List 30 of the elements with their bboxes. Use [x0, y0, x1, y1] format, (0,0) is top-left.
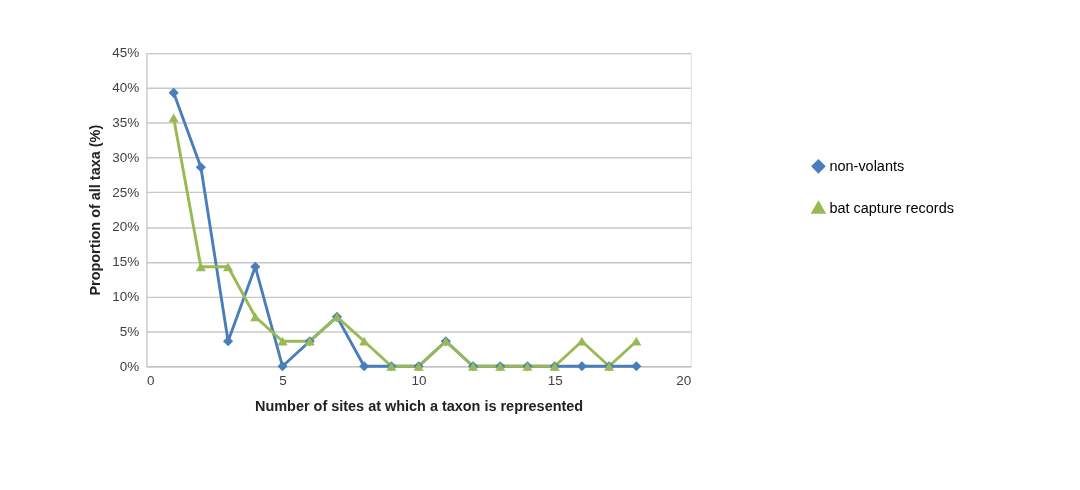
- y-tick-label: 25%: [112, 184, 140, 200]
- x-tick-label: 15: [547, 373, 563, 389]
- y-tick-label: 20%: [112, 219, 140, 235]
- point: [195, 262, 206, 272]
- point: [576, 336, 587, 346]
- y-tick-label: 30%: [112, 149, 140, 165]
- y-axis-title: Proportion of all taxa (%): [86, 124, 103, 296]
- point: [168, 113, 179, 123]
- legend-label: non-volants: [829, 158, 905, 175]
- point: [195, 162, 206, 173]
- y-tick-label: 5%: [119, 323, 140, 339]
- x-tick-label: 5: [279, 373, 287, 389]
- x-tick-label: 10: [411, 373, 427, 389]
- y-tick-label: 15%: [112, 254, 140, 270]
- x-tick-label: 20: [676, 373, 692, 389]
- y-tick-label: 10%: [112, 289, 140, 305]
- y-tick-label: 45%: [112, 45, 140, 61]
- x-axis-title: Number of sites at which a taxon is represented: [255, 398, 584, 415]
- y-tick-label: 0%: [119, 358, 140, 374]
- y-tick-label: 40%: [112, 80, 140, 96]
- point: [359, 336, 370, 346]
- point: [631, 336, 642, 346]
- x-tick-label: 0: [146, 373, 155, 389]
- point: [631, 361, 642, 372]
- y-tick-label: 35%: [112, 115, 140, 131]
- point: [277, 361, 288, 372]
- legend-label: bat capture records: [829, 199, 954, 216]
- point: [168, 87, 179, 98]
- point: [223, 262, 234, 272]
- point: [277, 336, 288, 346]
